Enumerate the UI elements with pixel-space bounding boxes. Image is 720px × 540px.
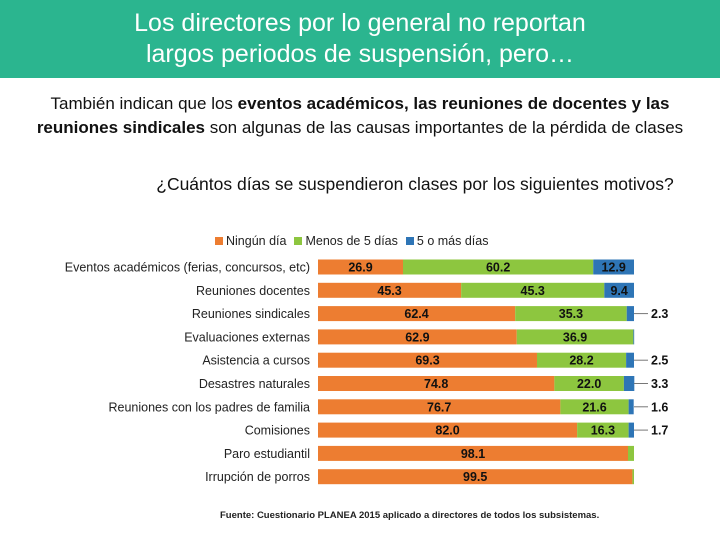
data-label: 99.5: [463, 470, 487, 484]
data-label: 69.3: [415, 354, 439, 368]
legend-swatch-menos-5: [294, 237, 303, 245]
data-label: 76.7: [427, 400, 451, 414]
bar-segment: [623, 376, 635, 391]
data-label: 62.4: [404, 307, 428, 321]
data-label: 82.0: [435, 424, 459, 438]
category-label: Irrupción de porros: [205, 470, 310, 484]
category-label: Desastres naturales: [199, 377, 310, 391]
category-label: Paro estudiantil: [224, 447, 310, 461]
bar-segment: [633, 329, 635, 345]
bar-segment: [628, 422, 634, 438]
data-label: 98.1: [461, 447, 485, 461]
bar-segment: [461, 282, 605, 298]
bar-segment: [577, 422, 629, 438]
data-label: 36.9: [563, 330, 587, 344]
bar-segment: [403, 259, 594, 275]
bar-segment: [318, 399, 561, 415]
data-label: 9.4: [610, 284, 627, 298]
legend-swatch-cinco-mas: [405, 237, 414, 245]
category-label: Eventos académicos (ferias, concursos, e…: [65, 261, 310, 275]
data-label: 3.3: [651, 377, 668, 391]
legend-label-ningun-dia: Ningún día: [226, 234, 287, 248]
category-label: Reuniones con los padres de familia: [108, 400, 310, 414]
bar-segment: [318, 422, 578, 438]
bar-segment: [318, 352, 537, 368]
stacked-bar-chart: Eventos académicos (ferias, concursos, e…: [65, 259, 668, 485]
bar-segment: [516, 329, 634, 345]
category-label: Evaluaciones externas: [184, 330, 310, 344]
header-title-line2: largos periodos de suspensión, pero…: [145, 40, 575, 68]
data-label: 45.3: [521, 284, 545, 298]
chart-legend: Ningún día Menos de 5 días 5 o más días: [215, 233, 496, 249]
bar-segment: [560, 399, 629, 415]
legend-item-cinco-mas: 5 o más días: [405, 234, 489, 248]
legend-item-menos-5: Menos de 5 días: [294, 234, 398, 248]
slide-subtitle: También indican que los eventos académic…: [10, 92, 710, 140]
data-label: 60.2: [486, 261, 510, 275]
data-label: 2.3: [651, 307, 668, 321]
data-label: 35.3: [559, 307, 583, 321]
bar-segment: [628, 399, 634, 415]
data-label: 16.3: [591, 424, 615, 438]
bar-segment: [593, 259, 634, 275]
category-label: Comisiones: [245, 424, 310, 438]
data-label: 74.8: [424, 377, 448, 391]
category-label: Asistencia a cursos: [202, 354, 310, 368]
data-label: 26.9: [348, 261, 372, 275]
legend-label-cinco-mas: 5 o más días: [416, 234, 489, 248]
data-label: 1.7: [651, 424, 668, 438]
data-label: 28.2: [569, 354, 593, 368]
category-label: Reuniones docentes: [196, 284, 310, 298]
data-label: 2.5: [651, 354, 668, 368]
subtitle-part1: También indican que los: [50, 94, 238, 113]
subtitle-bold: eventos académicos, las reuniones de doc…: [36, 94, 670, 137]
chart-title: ¿Cuántos días se suspendieron clases por…: [156, 174, 674, 194]
bar-segment: [318, 306, 516, 322]
bar-segment: [318, 469, 633, 485]
legend-swatch-ningun-dia: [215, 237, 223, 245]
category-label: Reuniones sindicales: [192, 307, 310, 321]
data-label: 21.6: [582, 400, 606, 414]
bar-segment: [632, 469, 634, 485]
bar-segment: [626, 306, 634, 322]
data-label: 1.6: [651, 400, 668, 414]
data-label: 45.3: [377, 284, 401, 298]
data-label: 12.9: [601, 261, 625, 275]
bar-segment: [318, 329, 517, 345]
bar-segment: [318, 282, 462, 298]
source-note: Fuente: Cuestionario PLANEA 2015 aplicad…: [220, 510, 600, 521]
bar-segment: [627, 445, 634, 461]
data-label: 62.9: [405, 330, 429, 344]
bar-segment: [515, 306, 627, 322]
bar-segment: [318, 445, 628, 461]
subtitle-part2: son algunas de las causas importantes de…: [205, 118, 684, 137]
legend-label-menos-5: Menos de 5 días: [305, 234, 398, 248]
bar-segment: [554, 376, 624, 391]
data-label: 22.0: [577, 377, 601, 391]
bar-segment: [318, 376, 555, 391]
bar-segment: [604, 282, 634, 298]
header-title-line1: Los directores por lo general no reporta…: [134, 9, 586, 37]
legend-item-ningun-dia: Ningún día: [215, 234, 286, 248]
bar-segment: [536, 352, 627, 368]
bar-segment: [626, 352, 634, 368]
header-banner: Los directores por lo general no reporta…: [0, 0, 720, 78]
bar-segment: [318, 259, 404, 275]
